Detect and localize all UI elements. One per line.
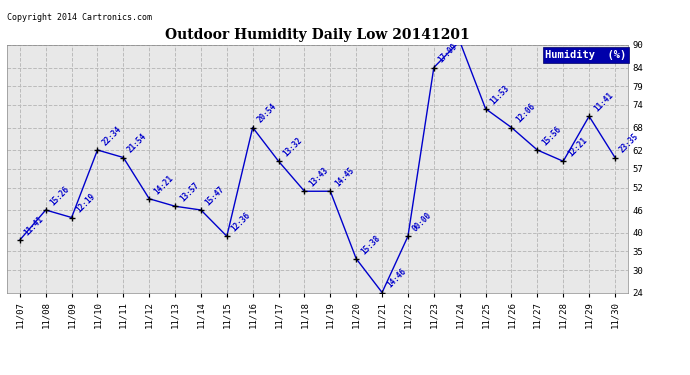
Text: 22:34: 22:34 — [100, 124, 123, 147]
Title: Outdoor Humidity Daily Low 20141201: Outdoor Humidity Daily Low 20141201 — [165, 28, 470, 42]
Text: Humidity  (%): Humidity (%) — [545, 50, 627, 60]
Text: 21:54: 21:54 — [126, 132, 149, 155]
Text: 12:36: 12:36 — [230, 211, 253, 234]
Text: 11:41: 11:41 — [23, 214, 46, 237]
Text: 11:41: 11:41 — [592, 91, 615, 114]
Text: 20:54: 20:54 — [255, 102, 278, 125]
Text: 14:46: 14:46 — [385, 267, 408, 290]
Text: 17:09: 17:09 — [437, 42, 460, 65]
Text: 15:26: 15:26 — [48, 184, 71, 207]
Text: 11:53: 11:53 — [489, 83, 511, 106]
Text: 15:38: 15:38 — [359, 233, 382, 256]
Text: 12:06: 12:06 — [514, 102, 537, 125]
Text: 13:57: 13:57 — [178, 181, 201, 204]
Text: 12:21: 12:21 — [566, 136, 589, 159]
Text: 13:43: 13:43 — [307, 166, 330, 189]
Text: 14:21: 14:21 — [152, 173, 175, 196]
Text: 15:56: 15:56 — [540, 124, 563, 147]
Text: 12:19: 12:19 — [75, 192, 97, 215]
Text: 14:45: 14:45 — [333, 166, 356, 189]
Text: 13:32: 13:32 — [282, 136, 304, 159]
Text: 23:09: 23:09 — [0, 374, 1, 375]
Text: 00:00: 00:00 — [411, 211, 433, 234]
Text: Copyright 2014 Cartronics.com: Copyright 2014 Cartronics.com — [7, 13, 152, 22]
Text: 23:35: 23:35 — [618, 132, 640, 155]
Text: 15:47: 15:47 — [204, 184, 226, 207]
